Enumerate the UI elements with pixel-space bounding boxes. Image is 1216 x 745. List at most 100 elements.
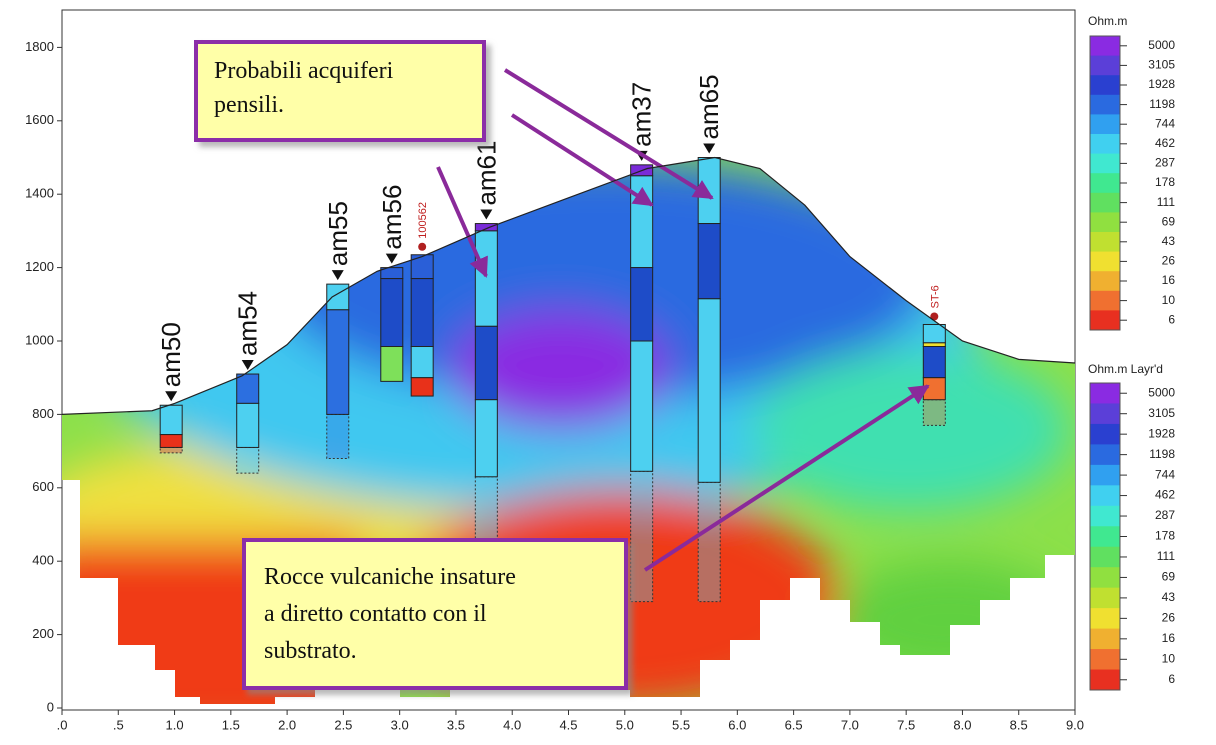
well-layer (474, 325, 498, 401)
colorbar-tick-label: 1198 (1149, 447, 1175, 461)
well-layer (410, 254, 434, 280)
y-tick-label: 1800 (25, 39, 54, 54)
colorbar-swatch (1090, 212, 1120, 233)
colorbar-swatch (1090, 423, 1120, 445)
callout-text: Rocce vulcaniche insature (264, 564, 516, 590)
arrow (510, 113, 654, 207)
callout-text: a diretto contatto con il (264, 601, 487, 627)
colorbar-tick-label: 178 (1155, 175, 1175, 189)
y-tick-label: 0 (47, 699, 54, 714)
field-blob (750, 350, 1070, 510)
colorbar-swatch (1090, 403, 1120, 425)
colorbar-swatch (1090, 587, 1120, 609)
colorbar-swatch (1090, 173, 1120, 194)
well-layer (410, 346, 434, 379)
y-tick-label: 1200 (25, 259, 54, 274)
well-layer (236, 373, 260, 404)
colorbar-swatch (1090, 134, 1120, 155)
callout: Rocce vulcaniche insature a diretto cont… (242, 538, 628, 690)
colorbar-swatch (1090, 271, 1120, 292)
well-layer (410, 377, 434, 397)
callout-text: substrato. (264, 638, 357, 664)
x-tick-label: .0 (57, 717, 68, 732)
colorbar-swatch (1090, 669, 1120, 691)
arrows (436, 68, 930, 572)
x-tick-label: 7.5 (897, 717, 915, 732)
colorbar-swatch (1090, 251, 1120, 272)
well-layer (326, 283, 350, 311)
well-label: am37 (627, 82, 657, 147)
colorbar-tick-label: 462 (1155, 136, 1175, 150)
colorbar-tick-label: 744 (1155, 467, 1175, 481)
colorbar-swatch (1090, 526, 1120, 548)
colorbar-tick-label: 5000 (1148, 38, 1175, 52)
colorbar-tick-label: 178 (1155, 529, 1175, 543)
well-layer (380, 278, 404, 348)
colorbar-swatch (1090, 55, 1120, 76)
well-marker (930, 312, 939, 321)
colorbar-tick-label: 1928 (1148, 77, 1175, 91)
colorbar-swatch (1090, 232, 1120, 253)
well-label: am55 (323, 201, 353, 266)
y-tick-label: 200 (32, 626, 54, 641)
colorbar-tick-label: 111 (1157, 195, 1176, 209)
well-label: am56 (377, 185, 407, 250)
colorbar-tick-label: 5000 (1148, 385, 1175, 399)
x-tick-label: 1.5 (222, 717, 240, 732)
x-tick-label: 3.0 (391, 717, 409, 732)
colorbar-tick-label: 287 (1155, 508, 1175, 522)
well-layer (159, 434, 183, 448)
callout: Probabili acquiferi pensili. (194, 40, 486, 142)
colorbar-tick-label: 43 (1162, 590, 1176, 604)
colorbar-swatch (1090, 505, 1120, 527)
arrow (503, 68, 714, 200)
well-layer (630, 267, 654, 342)
well-extension (159, 446, 183, 454)
wells: am50 am54 am55 am56 100562 am61 am37 am65 ST-6 (156, 74, 946, 603)
x-tick-label: 8.0 (953, 717, 971, 732)
y-tick-label: 400 (32, 553, 54, 568)
well-layer (159, 404, 183, 436)
colorbar-swatch (1090, 310, 1120, 331)
well-extension (922, 399, 946, 426)
x-tick-label: .5 (113, 717, 124, 732)
colorbar-swatch (1090, 36, 1120, 57)
x-tick-label: 2.5 (334, 717, 352, 732)
colorbar-swatch (1090, 153, 1120, 174)
colorbar-tick-label: 69 (1162, 570, 1176, 584)
well-extension (236, 446, 260, 474)
x-tick-label: 3.5 (447, 717, 465, 732)
colorbar-swatch (1090, 485, 1120, 507)
well-layer (326, 309, 350, 415)
arrow (643, 384, 930, 572)
colorbar-tick-label: 1198 (1149, 97, 1175, 111)
well-layer (922, 323, 946, 344)
colorbar-tick-label: 26 (1162, 254, 1176, 268)
x-tick-label: 1.0 (166, 717, 184, 732)
y-tick-label: 1000 (25, 332, 54, 347)
well-layer (630, 175, 654, 269)
colorbar-tick-label: 3105 (1148, 406, 1175, 420)
x-tick-label: 5.0 (616, 717, 634, 732)
well-extension (697, 481, 721, 603)
well-marker (703, 143, 716, 154)
x-tick-label: 9.0 (1066, 717, 1084, 732)
well-layer (922, 342, 946, 348)
x-tick-label: 4.5 (559, 717, 577, 732)
colorbar-title: Ohm.m Layr'd (1088, 362, 1163, 376)
colorbar-swatch (1090, 383, 1120, 404)
colorbar-tick-label: 26 (1162, 611, 1176, 625)
colorbar-tick-label: 6 (1168, 312, 1175, 326)
colorbar-swatch (1090, 628, 1120, 650)
well-layer (474, 399, 498, 478)
colorbar-swatch (1090, 192, 1120, 213)
well-marker (165, 391, 178, 402)
colorbar-swatch (1090, 546, 1120, 568)
colorbar-tick-label: 10 (1162, 651, 1176, 665)
callout-text: Probabili acquiferi (214, 58, 394, 84)
x-tick-label: 5.5 (672, 717, 690, 732)
x-tick-label: 7.0 (841, 717, 859, 732)
colorbar-tick-label: 10 (1162, 293, 1176, 307)
